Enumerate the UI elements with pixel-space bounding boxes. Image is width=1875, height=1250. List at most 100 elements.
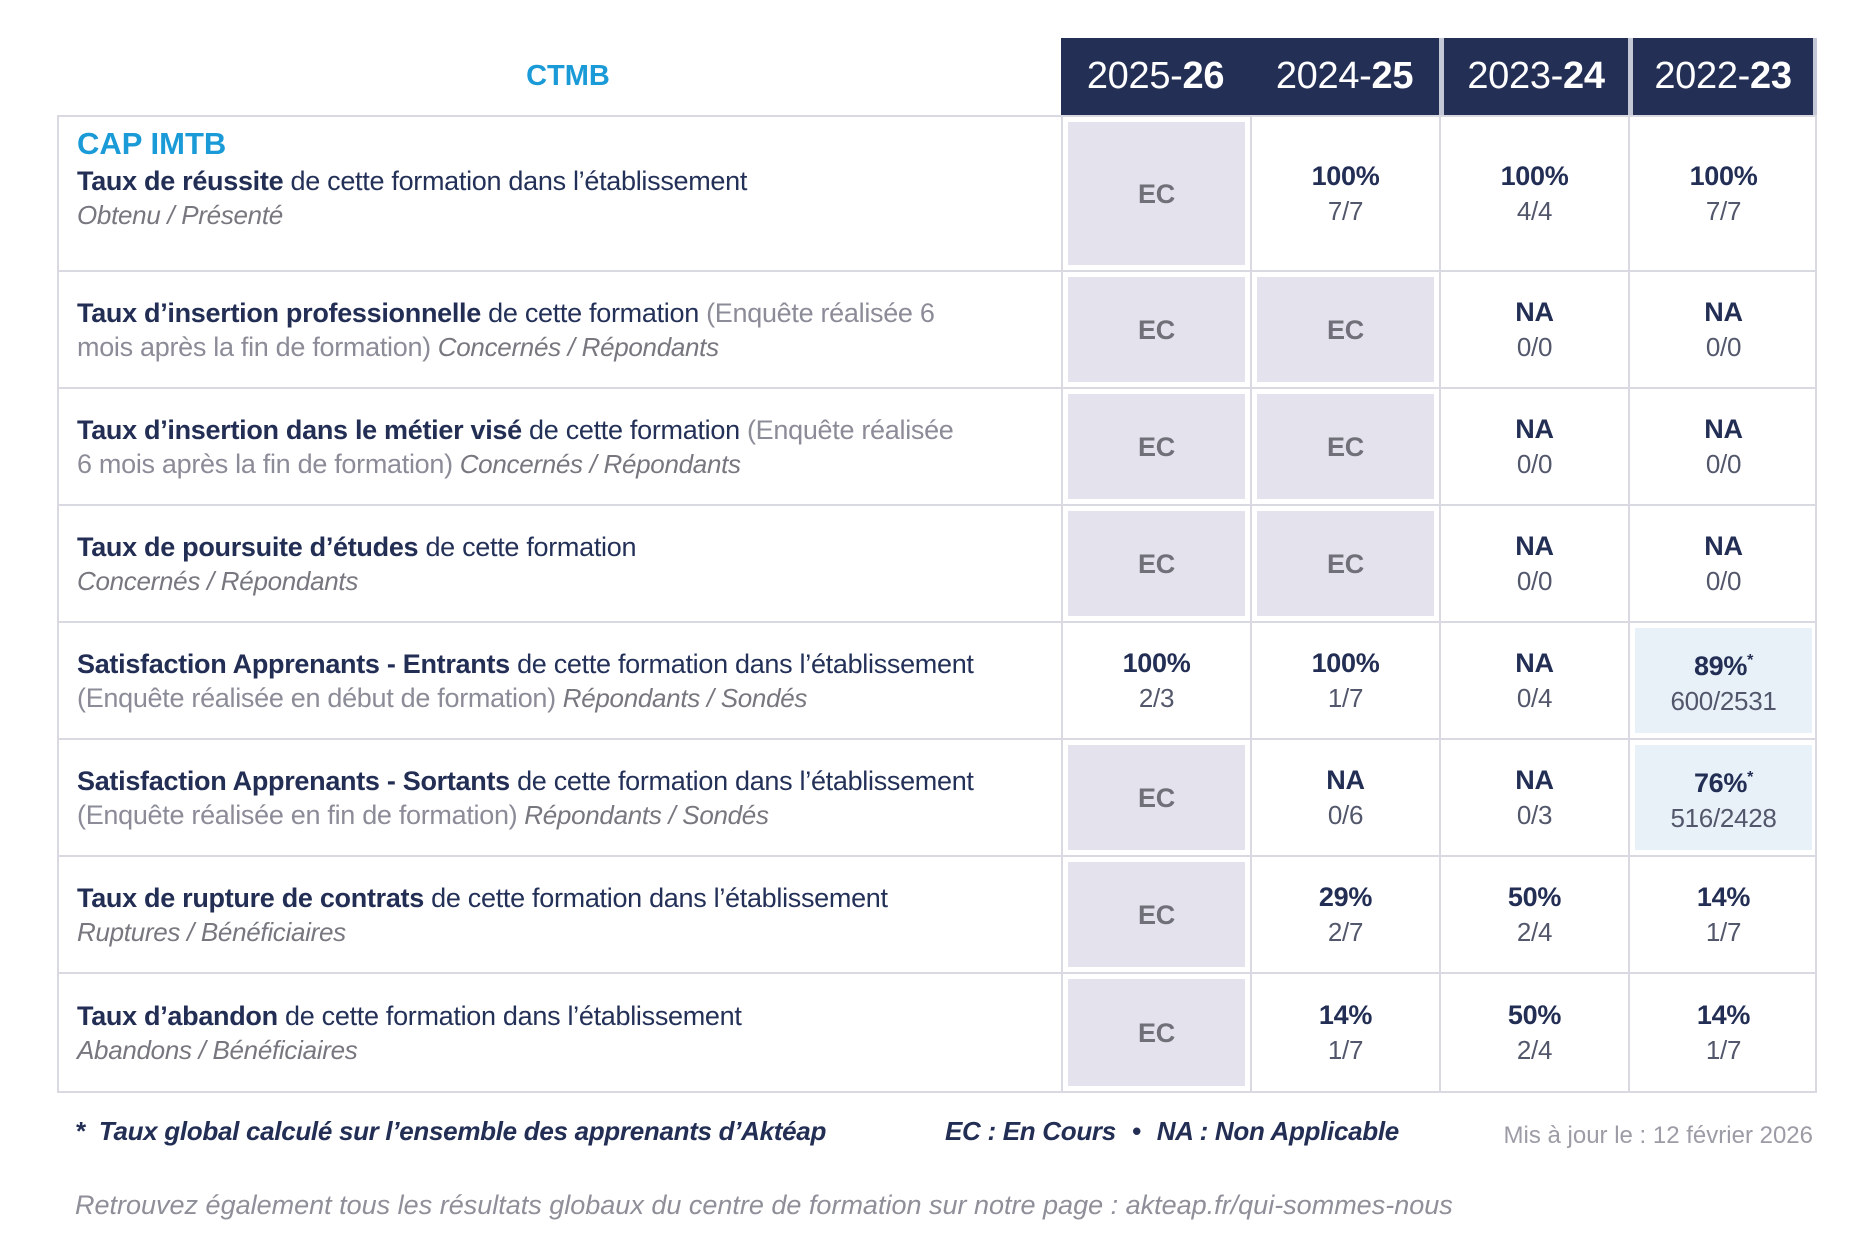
row-label: CAP IMTB Taux de réussite de cette forma… [59,117,1061,270]
stat-fraction: 7/7 [1327,196,1364,226]
stat-value: EC [1138,1017,1175,1048]
stat-value: EC [1327,314,1364,345]
stat-cell: NA 0/3 [1439,740,1628,855]
stat-value: EC [1138,548,1175,579]
stat-cell: 29% 2/7 [1250,857,1439,972]
year-prefix: 2023- [1467,55,1564,97]
table-row-poursuite: Taux de poursuite d’études de cette form… [59,506,1815,623]
stat-fraction: 0/0 [1705,566,1742,596]
stat-cell: NA 0/0 [1628,506,1817,621]
stat-cell: NA 0/4 [1439,623,1628,738]
row-sublabel: Répondants / Sondés [555,682,808,713]
stat-cell: NA 0/6 [1250,740,1439,855]
stat-value-text: 76% [1693,767,1748,798]
stat-cell: EC [1250,272,1439,387]
row-sublabel: Concernés / Répondants [77,565,359,596]
legend-na: NA : Non Applicable [1156,1116,1400,1146]
stat-fraction: 0/0 [1705,449,1742,479]
row-note: (Enquête réalisée en fin de formation) [77,799,518,830]
stat-cell: 14% 1/7 [1628,857,1817,972]
row-title: Taux d’abandon [77,1000,278,1031]
stat-cell: EC [1250,506,1439,621]
row-label: Taux de poursuite d’études de cette form… [59,506,1061,621]
stat-fraction: 0/6 [1327,800,1364,830]
stat-fraction: 2/7 [1327,917,1364,947]
footnote: * Taux global calculé sur l’ensemble des… [75,1116,826,1147]
row-title: Taux d’insertion professionnelle [77,297,481,328]
stat-fraction: 2/4 [1516,1035,1553,1065]
stat-fraction: 1/7 [1327,683,1364,713]
org-title: CTMB [526,60,610,92]
asterisk-marker: * [1747,651,1754,669]
row-sublabel: Abandons / Bénéficiaires [77,1034,358,1065]
stat-value: 100% [1311,648,1380,678]
row-title-rest: de cette formation dans l’établissement [277,1000,742,1031]
stat-fraction: 0/0 [1516,449,1553,479]
stat-value-text: 89% [1693,650,1748,681]
row-note: (Enquête réalisée 6 mois après la fin de… [77,297,935,362]
stat-value: 14% [1696,882,1751,912]
stat-cell: 50% 2/4 [1439,974,1628,1091]
stat-fraction: 1/7 [1705,917,1742,947]
row-sublabel: Répondants / Sondés [517,799,769,830]
row-label: Taux d’insertion professionnelle de cett… [59,272,1061,387]
row-label: Satisfaction Apprenants - Entrants de ce… [59,623,1061,738]
row-label: Taux d’insertion dans le métier visé de … [59,389,1061,504]
row-title-rest: de cette formation [480,297,699,328]
stat-fraction: 4/4 [1516,196,1553,226]
stat-value: EC [1138,899,1175,930]
table-row-satisfaction-sortants: Satisfaction Apprenants - Sortants de ce… [59,740,1815,857]
row-sublabel: Concernés / Répondants [452,448,741,479]
stat-value: EC [1138,314,1175,345]
table-row-rupture: Taux de rupture de contrats de cette for… [59,857,1815,974]
footnote-text: Taux global calculé sur l’ensemble des a… [98,1116,827,1146]
stat-fraction: 2/4 [1516,917,1553,947]
stat-value: NA [1515,765,1554,795]
row-title-rest: de cette formation [521,414,740,445]
stat-value: 76%* [1694,763,1753,798]
stat-cell: EC [1061,272,1250,387]
year-bold: 24 [1563,55,1605,97]
row-title: Satisfaction Apprenants - Sortants [77,765,510,796]
global-results-link-text: Retrouvez également tous les résultats g… [75,1190,1453,1220]
stat-cell: EC [1061,974,1250,1091]
stat-cell: 100% 1/7 [1250,623,1439,738]
row-sublabel: Obtenu / Présenté [77,200,283,230]
stat-cell: NA 0/0 [1628,389,1817,504]
row-title: Taux d’insertion dans le métier visé [77,414,522,445]
row-label: Taux d’abandon de cette formation dans l… [59,974,1061,1091]
stat-value: 100% [1500,161,1569,191]
asterisk-marker: * [75,1116,85,1146]
row-label: Taux de rupture de contrats de cette for… [59,857,1061,972]
stat-fraction: 0/0 [1705,332,1742,362]
stat-cell: EC [1061,389,1250,504]
bullet-separator: • [1131,1116,1141,1146]
stat-value: 14% [1318,1000,1373,1030]
stat-value: 50% [1507,1000,1562,1030]
stat-cell: 100% 7/7 [1250,117,1439,270]
stat-fraction: 600/2531 [1670,685,1777,716]
program-title: CAP IMTB [77,126,227,161]
row-sublabel: Ruptures / Bénéficiaires [77,916,346,947]
stat-value: 50% [1507,882,1562,912]
year-prefix: 2025- [1086,55,1183,97]
stat-value: EC [1138,178,1175,209]
row-title-rest: de cette formation dans l’établissement [509,648,974,679]
table-row-reussite: CAP IMTB Taux de réussite de cette forma… [59,117,1815,272]
row-title-rest: de cette formation dans l’établissement [509,765,974,796]
stat-value: NA [1704,414,1743,444]
row-title: Taux de réussite [77,166,284,196]
stat-fraction: 0/4 [1516,683,1553,713]
stat-value: 29% [1318,882,1373,912]
org-header-cell: CTMB [57,38,1061,115]
year-column-2023-24: 2023- 24 [1439,38,1628,115]
stat-value: 100% [1122,648,1191,678]
row-title-rest: de cette formation dans l’établissement [283,166,748,196]
stat-cell: 50% 2/4 [1439,857,1628,972]
stat-value: 89%* [1694,646,1753,681]
stat-cell: 100% 7/7 [1628,117,1817,270]
stat-fraction: 0/0 [1516,332,1553,362]
stat-value: 100% [1311,161,1380,191]
stat-value: 100% [1689,161,1758,191]
